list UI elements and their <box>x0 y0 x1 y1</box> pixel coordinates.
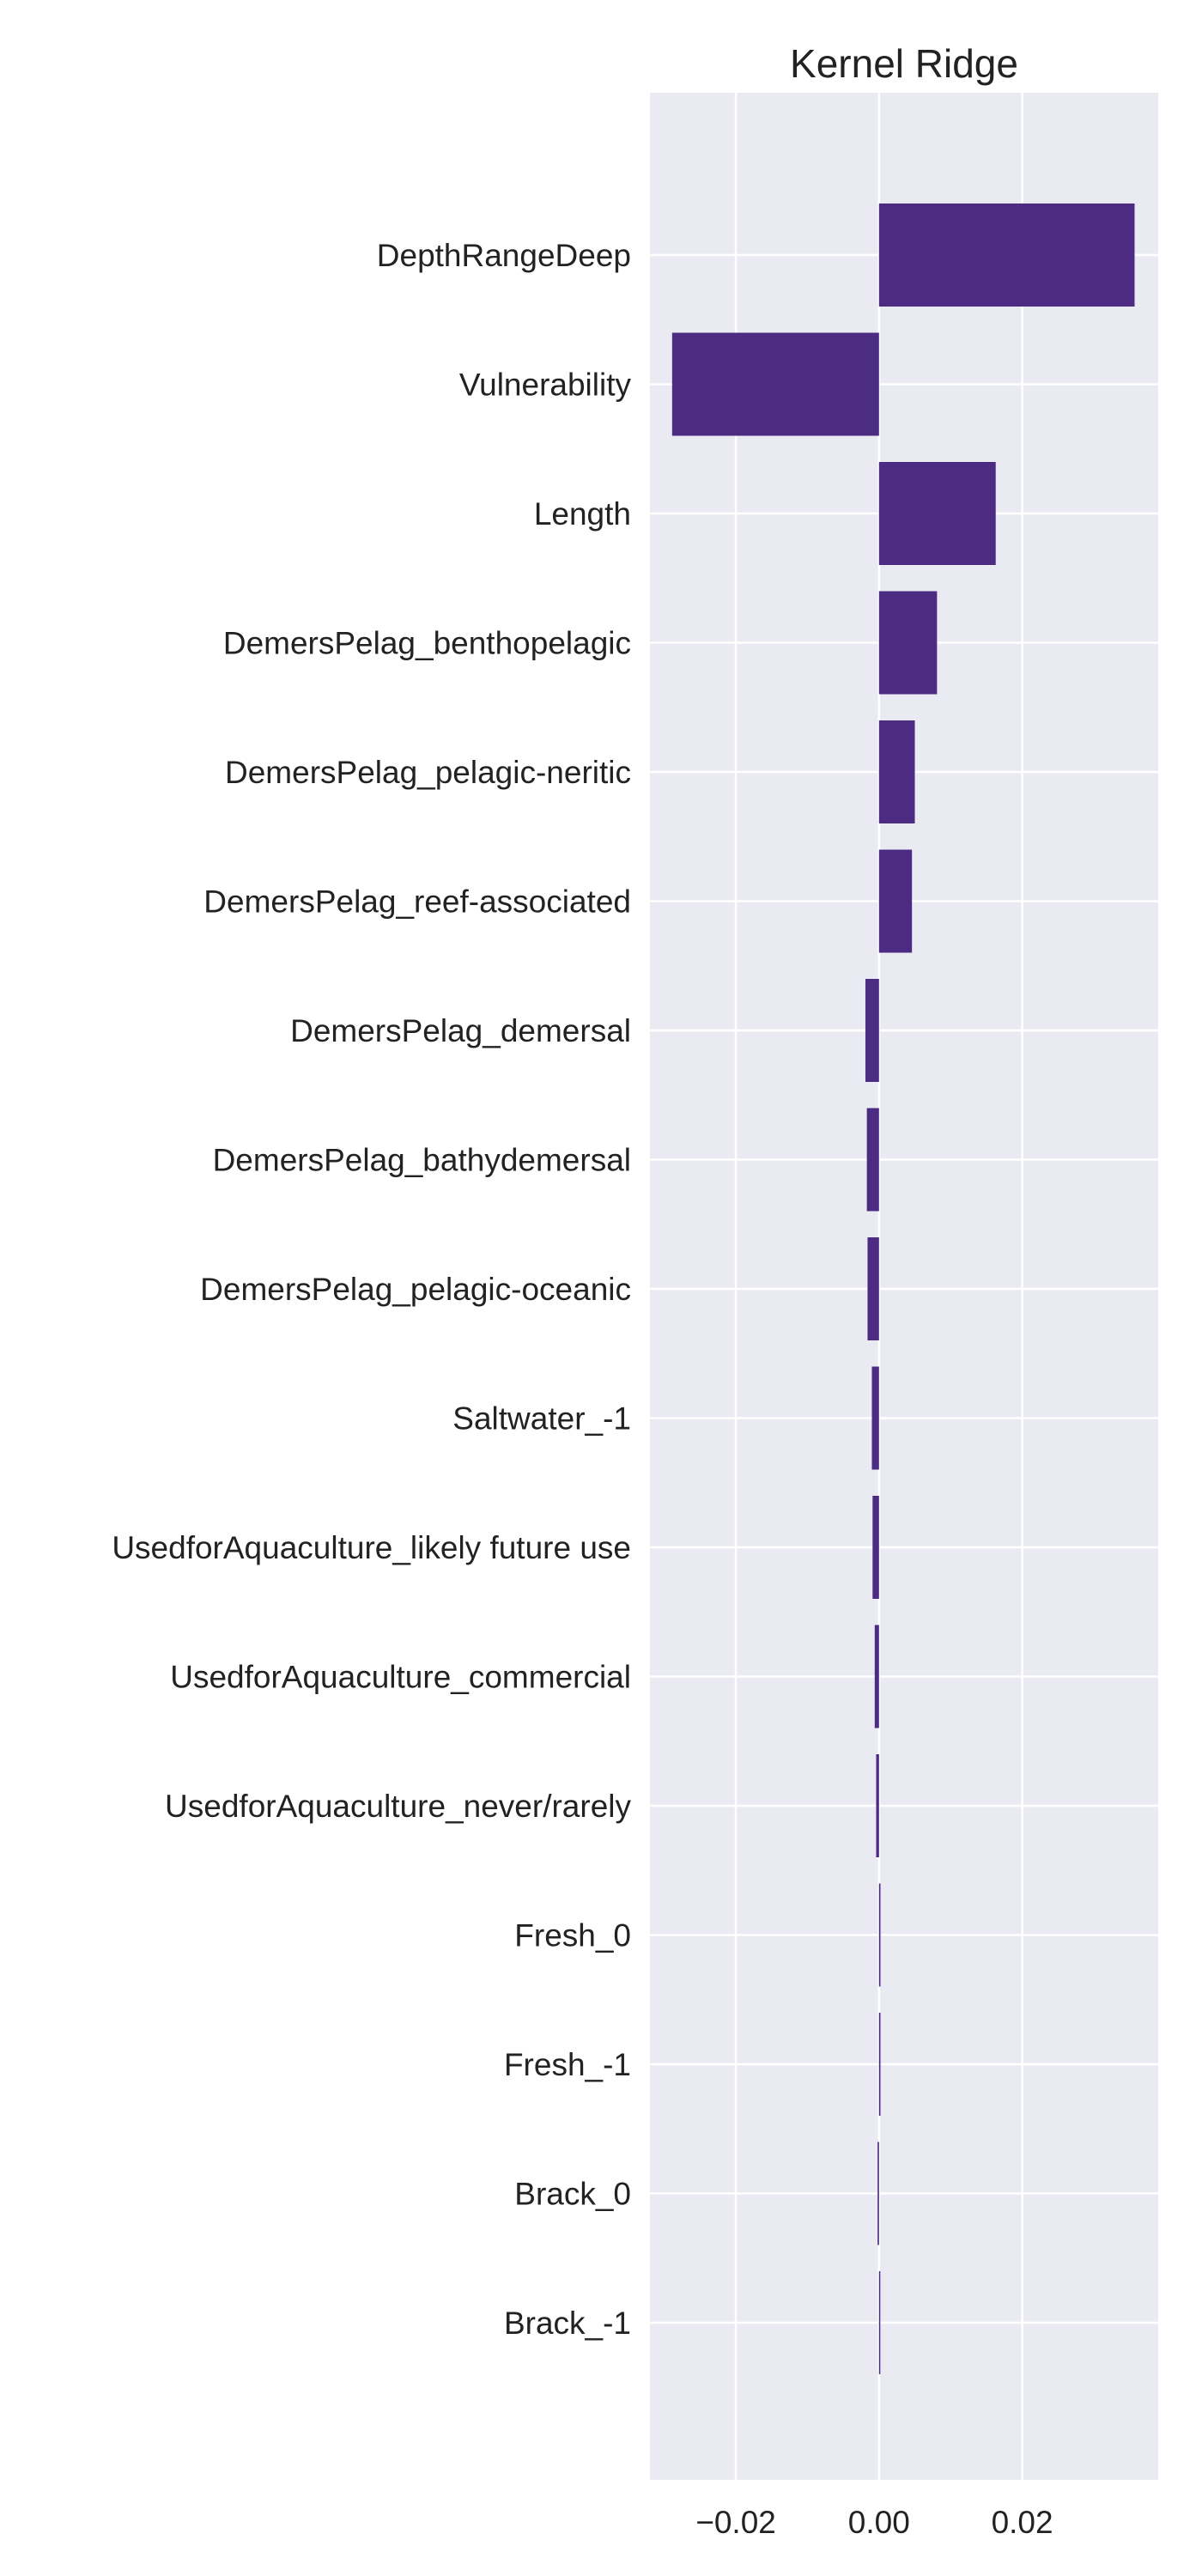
category-label: Vulnerability <box>459 368 632 403</box>
bars <box>671 204 1135 2374</box>
x-tick-label: 0.00 <box>848 2505 910 2540</box>
category-label: DemersPelag_demersal <box>290 1013 631 1048</box>
bar <box>878 2271 881 2374</box>
category-label: UsedforAquaculture_commercial <box>170 1660 631 1695</box>
plot-area <box>650 93 1158 2480</box>
category-label: Fresh_0 <box>514 1918 631 1953</box>
x-tick-labels: −0.02 0.00 0.02 <box>695 2505 1053 2540</box>
category-label: DemersPelag_bathydemersal <box>213 1143 631 1178</box>
category-labels: DepthRangeDeep Vulnerability Length DemersP… <box>112 238 631 2341</box>
category-label: DemersPelag_pelagic-oceanic <box>200 1272 631 1307</box>
bar <box>865 979 879 1082</box>
bar <box>878 1883 881 1987</box>
bar <box>867 1237 879 1340</box>
category-label: DemersPelag_benthopelagic <box>223 626 631 661</box>
bar <box>874 1625 879 1728</box>
category-label: DepthRangeDeep <box>377 238 631 273</box>
bar <box>878 204 1135 307</box>
category-label: UsedforAquaculture_never/rarely <box>165 1789 631 1824</box>
bar <box>877 2142 879 2245</box>
category-label: Length <box>534 496 631 532</box>
bar <box>871 1366 879 1470</box>
bar <box>872 1496 879 1599</box>
category-label: Saltwater_-1 <box>452 1401 631 1437</box>
category-label: Brack_-1 <box>504 2306 631 2341</box>
bar <box>878 591 938 695</box>
bar <box>878 849 913 953</box>
category-label: DemersPelag_pelagic-neritic <box>225 755 631 790</box>
bar <box>866 1108 879 1212</box>
category-label: Brack_0 <box>514 2177 631 2212</box>
bar <box>876 1754 879 1857</box>
category-label: UsedforAquaculture_likely future use <box>112 1530 631 1565</box>
chart-title: Kernel Ridge <box>790 41 1018 86</box>
category-label: Fresh_-1 <box>504 2047 631 2082</box>
x-tick-label: −0.02 <box>695 2505 776 2540</box>
bar <box>878 462 996 565</box>
bar <box>878 720 915 823</box>
bar <box>671 332 879 436</box>
bar <box>878 2013 881 2116</box>
category-label: DemersPelag_reef-associated <box>203 884 631 920</box>
x-tick-label: 0.02 <box>992 2505 1053 2540</box>
